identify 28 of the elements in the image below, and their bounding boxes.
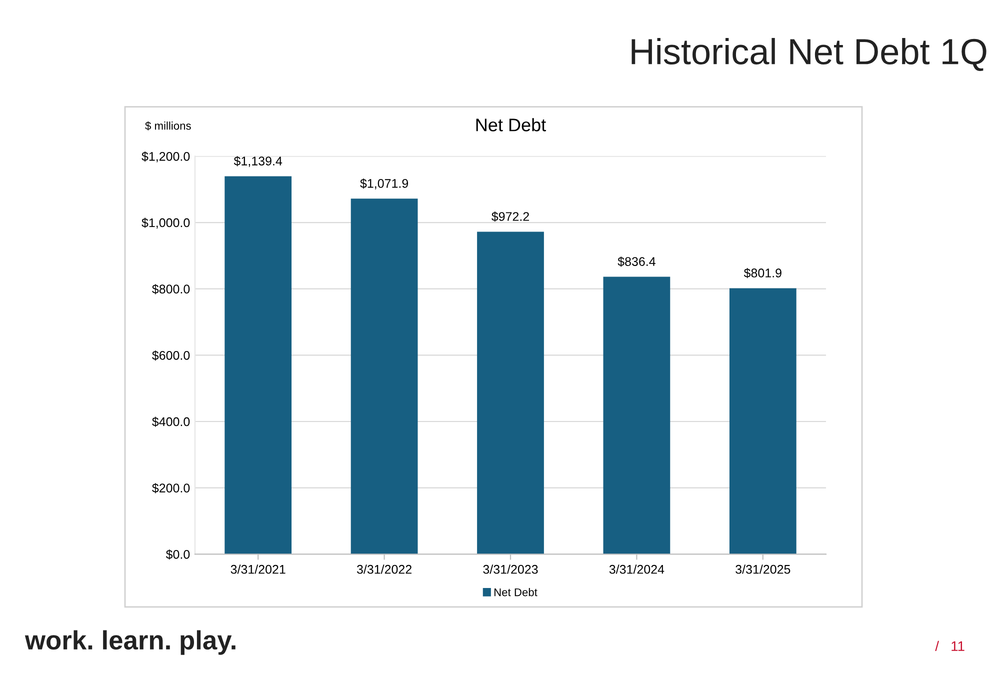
text: / 11 [935, 640, 964, 652]
legend-label: Net Debt [494, 588, 538, 596]
bar [603, 276, 670, 554]
y-axis-title: $ millions [145, 121, 191, 130]
data-label: $972.2 [492, 212, 529, 222]
y-tick-label: $1,200.0 [142, 151, 190, 162]
chart-title: Historical Net Debt 1Q [632, 38, 986, 71]
data-label: $801.9 [744, 268, 782, 278]
bar [224, 176, 292, 554]
text: work. learn. play. [24, 630, 236, 655]
chart-subtitle: Net Debt [476, 118, 546, 132]
y-tick-label: $400.0 [152, 416, 190, 427]
x-tick-label: 3/31/2025 [736, 564, 790, 574]
y-tick-label: $600.0 [152, 350, 190, 361]
y-tick-label: $800.0 [152, 284, 190, 294]
bar [729, 288, 796, 554]
data-label: $836.4 [618, 256, 656, 267]
bar [350, 198, 418, 554]
y-tick-label: $1,000.0 [142, 218, 190, 229]
data-label: $1,071.9 [360, 178, 408, 190]
x-tick-label: 3/31/2023 [483, 564, 538, 574]
y-tick-label: $200.0 [152, 483, 190, 494]
data-label: $1,139.4 [234, 156, 282, 167]
y-tick-label: $0.0 [166, 549, 190, 560]
x-tick-label: 3/31/2021 [230, 564, 286, 574]
x-tick-label: 3/31/2024 [609, 564, 664, 574]
x-tick-label: 3/31/2022 [356, 564, 412, 574]
bar [477, 232, 544, 554]
